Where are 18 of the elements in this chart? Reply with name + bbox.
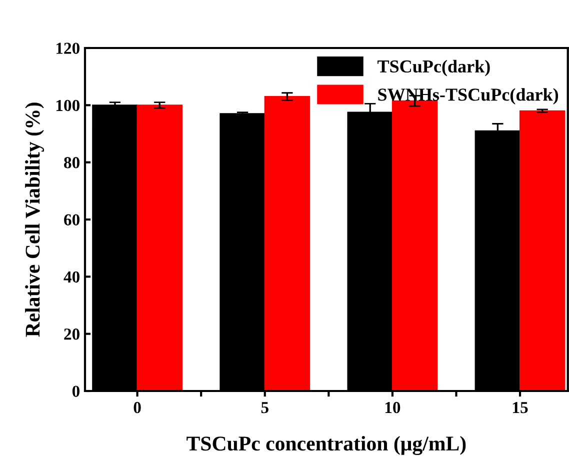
y-tick-label: 120 — [56, 42, 80, 54]
y-tick-label: 40 — [64, 271, 80, 283]
legend-label: TSCuPc(dark) — [378, 60, 490, 76]
x-axis-title: TSCuPc concentration (μg/mL) — [186, 436, 466, 456]
y-tick-label: 80 — [64, 157, 80, 168]
y-axis-title: Relative Cell Viability (%) — [25, 102, 44, 337]
y-tick-label: 0 — [72, 386, 80, 397]
y-tick-label: 100 — [56, 100, 80, 112]
y-tick-label: 60 — [64, 214, 80, 226]
bar — [136, 104, 183, 391]
x-tick-label: 5 — [261, 402, 268, 414]
x-tick-label: 0 — [134, 402, 141, 414]
bar — [264, 96, 310, 391]
legend-label: SWNHs-TSCuPc(dark) — [378, 88, 558, 104]
x-tick-label: 15 — [513, 402, 528, 414]
bar — [519, 110, 566, 391]
x-tick-label: 10 — [385, 402, 400, 414]
y-tick-label: 20 — [64, 328, 80, 340]
